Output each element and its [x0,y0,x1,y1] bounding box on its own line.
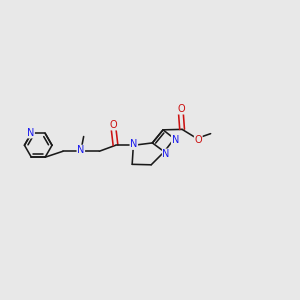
Text: O: O [194,135,202,145]
Text: N: N [27,128,34,138]
Text: N: N [130,139,137,149]
Text: N: N [77,145,85,155]
Text: O: O [110,120,117,130]
Text: N: N [163,149,170,159]
Text: N: N [172,135,179,145]
Text: O: O [177,104,185,114]
